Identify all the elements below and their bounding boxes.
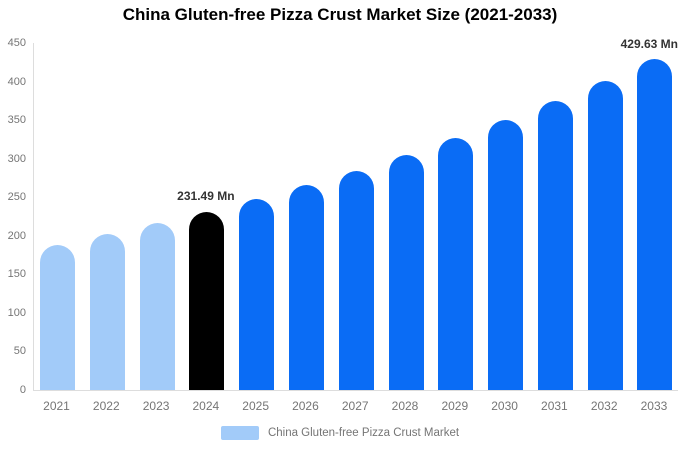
bar-2023[interactable] [139, 223, 175, 390]
x-tick-2032: 2032 [590, 399, 618, 413]
x-tick-2024: 2024 [192, 399, 220, 413]
x-tick-2025: 2025 [242, 399, 269, 413]
y-tick-100: 100 [7, 306, 26, 319]
bar-2030[interactable] [488, 120, 524, 390]
bar-2025[interactable] [239, 198, 275, 390]
x-tick-2030: 2030 [491, 399, 518, 413]
bar-2032[interactable] [587, 80, 623, 390]
y-tick-400: 400 [7, 75, 26, 88]
y-tick-50: 50 [13, 345, 26, 358]
x-tick-2021: 2021 [43, 399, 70, 413]
x-tick-2031: 2031 [541, 399, 568, 413]
bar-2026[interactable] [288, 185, 324, 390]
bar-2027[interactable] [338, 170, 374, 390]
y-tick-200: 200 [7, 229, 26, 242]
x-tick-2028: 2028 [391, 399, 419, 413]
y-tick-300: 300 [7, 152, 26, 165]
x-tick-2022: 2022 [92, 399, 120, 413]
y-tick-350: 350 [7, 114, 26, 127]
bar-2028[interactable] [388, 155, 424, 390]
bar-2029[interactable] [438, 138, 474, 390]
bar-2021[interactable] [40, 244, 75, 390]
y-tick-150: 150 [7, 268, 26, 281]
legend-label: China Gluten-free Pizza Crust Market [267, 427, 460, 439]
bar-2033[interactable] [637, 58, 673, 390]
y-tick-450: 450 [7, 37, 26, 49]
bar-2031[interactable] [537, 101, 573, 390]
x-tick-2033: 2033 [640, 399, 668, 413]
y-tick-250: 250 [7, 191, 26, 204]
legend-swatch [220, 426, 259, 440]
value-label-2024: 231.49 Mn [177, 189, 235, 204]
chart-title: China Gluten-free Pizza Crust Market Siz… [122, 5, 558, 24]
legend[interactable]: China Gluten-free Pizza Crust Market [0, 426, 680, 440]
value-label-2033: 429.63 Mn [620, 36, 678, 51]
bar-2022[interactable] [89, 234, 125, 390]
plot-area [33, 43, 678, 391]
x-tick-2029: 2029 [441, 399, 469, 413]
x-tick-2026: 2026 [292, 399, 319, 413]
x-tick-2023: 2023 [142, 399, 170, 413]
bar-2024[interactable] [189, 211, 225, 390]
x-tick-2027: 2027 [341, 399, 369, 413]
y-tick-0: 0 [19, 384, 26, 396]
